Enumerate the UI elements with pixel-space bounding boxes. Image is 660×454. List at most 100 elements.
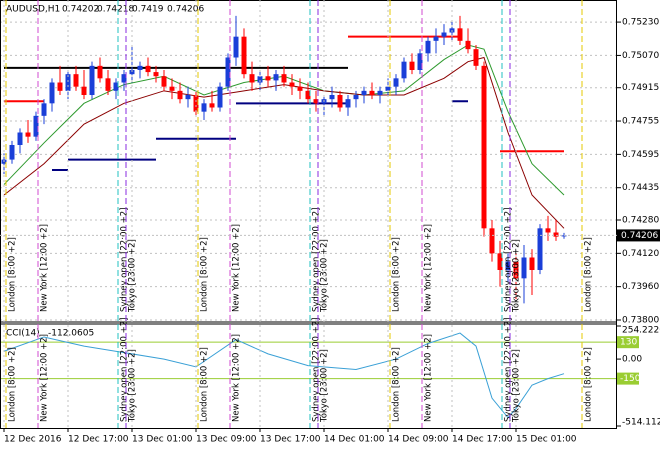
session-label: London [8:00 +2] — [8, 347, 18, 422]
session-label: Tokyo [23:00 +2] — [320, 349, 330, 423]
session-label: New York [12:00 +2] — [40, 334, 50, 422]
candle-body — [409, 61, 415, 70]
candle-body — [233, 36, 239, 58]
candle-body — [41, 103, 47, 116]
session-label: Tokyo [23:00 +2] — [128, 239, 138, 313]
candle-body — [81, 86, 87, 95]
candle-body — [25, 132, 31, 137]
cci-value: -112.0605 — [48, 329, 94, 339]
low: 0.7419 — [132, 5, 164, 15]
session-label: New York [12:00 +2] — [424, 334, 434, 422]
candle-body — [249, 74, 255, 83]
candle-body — [161, 76, 167, 87]
symbol: AUDUSD,H1 — [6, 5, 60, 15]
candle-body — [17, 132, 23, 145]
session-label: Sydney open [22:00 +2] — [504, 208, 514, 312]
candle-body — [89, 65, 95, 95]
session-label: Tokyo [23:00 +2] — [128, 349, 138, 423]
y-tick-label: 0.75070 — [622, 51, 659, 61]
close: 0.74206 — [167, 5, 204, 15]
candle-body — [97, 65, 103, 79]
candle-body — [329, 95, 335, 100]
x-tick-label: 13 Dec 09:00 — [196, 435, 257, 445]
candle-body — [457, 28, 463, 41]
session-label: Tokyo [23:00 +2] — [512, 239, 522, 313]
cci-level-label: -150 — [620, 374, 641, 384]
x-tick-label: 13 Dec 17:00 — [260, 435, 321, 445]
candle-body — [361, 90, 367, 95]
session-label: London [8:00 +2] — [392, 237, 402, 312]
candle-body — [9, 145, 15, 160]
session-label: Tokyo [23:00 +2] — [512, 349, 522, 423]
session-label: London [8:00 +2] — [392, 347, 402, 422]
candle-body — [377, 90, 383, 95]
y-tick-label: 0.74435 — [622, 183, 659, 193]
y-tick-label: 0.74280 — [622, 216, 659, 226]
session-label: New York [12:00 +2] — [232, 224, 242, 312]
session-label: London [8:00 +2] — [8, 237, 18, 312]
cci-panel — [1, 332, 616, 419]
cci-line — [3, 332, 565, 419]
candle-body — [265, 76, 271, 81]
session-label: Sydney open [22:00 +2] — [120, 318, 130, 422]
cci-name: CCI(14) — [6, 329, 40, 339]
cci-level-label: 130 — [620, 338, 637, 348]
session-label: Sydney open [22:00 +2] — [312, 208, 322, 312]
session-label: Tokyo [23:00 +2] — [320, 239, 330, 313]
candle-body — [505, 261, 511, 270]
candle-body — [385, 86, 391, 91]
candle-body — [153, 72, 159, 77]
price-tag — [617, 229, 660, 242]
x-tick-label: 14 Dec 17:00 — [452, 435, 513, 445]
session-label: London [8:00 +2] — [200, 347, 210, 422]
candle-body — [185, 95, 191, 100]
candle-body — [417, 53, 423, 70]
x-tick-label: 13 Dec 01:00 — [132, 435, 193, 445]
candle-body — [113, 82, 119, 91]
candle-body — [473, 49, 479, 66]
y-tick-label: 0.74120 — [622, 249, 659, 259]
session-label: Sydney open [22:00 +2] — [120, 208, 130, 312]
candle-body — [257, 76, 263, 83]
x-tick-label: 14 Dec 01:00 — [324, 435, 385, 445]
open: 0.74202 — [62, 5, 99, 15]
candle-body — [137, 65, 143, 70]
candle-body — [313, 99, 319, 104]
candle-body — [433, 36, 439, 41]
cci-tick-label: -514.1127 — [622, 418, 660, 428]
x-tick-label: 15 Dec 01:00 — [516, 435, 577, 445]
session-label: London [8:00 +2] — [584, 347, 594, 422]
session-label: Sydney open [22:00 +2] — [504, 318, 514, 422]
candle-body — [425, 40, 431, 54]
y-tick-label: 0.73800 — [622, 316, 659, 326]
candle-body — [193, 95, 199, 112]
candle-body — [481, 65, 487, 229]
candle-body — [177, 90, 183, 100]
candle-body — [441, 32, 447, 37]
candle-body — [57, 82, 63, 91]
y-tick-label: 0.74595 — [622, 150, 659, 160]
candle-body — [105, 78, 111, 91]
cci-level-tag — [617, 372, 639, 385]
y-tick-label: 0.74915 — [622, 83, 659, 93]
candle-body — [497, 253, 503, 270]
session-label: Sydney open [22:00 +2] — [312, 318, 322, 422]
candle-body — [401, 61, 407, 79]
candle-body — [353, 95, 359, 100]
x-tick-label: 12 Dec 17:00 — [68, 435, 129, 445]
candle-body — [345, 99, 351, 108]
y-tick-label: 0.75230 — [622, 18, 659, 28]
session-label: New York [12:00 +2] — [424, 224, 434, 312]
candle-body — [369, 90, 375, 95]
candle-body — [305, 90, 311, 100]
frame — [0, 0, 617, 429]
candle-body — [121, 74, 127, 83]
session-label: London [8:00 +2] — [584, 237, 594, 312]
candle-body — [217, 86, 223, 108]
candle-body — [289, 82, 295, 87]
y-tick-label: 0.73960 — [622, 282, 659, 292]
candle-body — [545, 228, 551, 233]
candle-body — [537, 228, 543, 270]
cci-tick-label: 254.2226 — [622, 326, 660, 336]
candle-body — [465, 40, 471, 50]
